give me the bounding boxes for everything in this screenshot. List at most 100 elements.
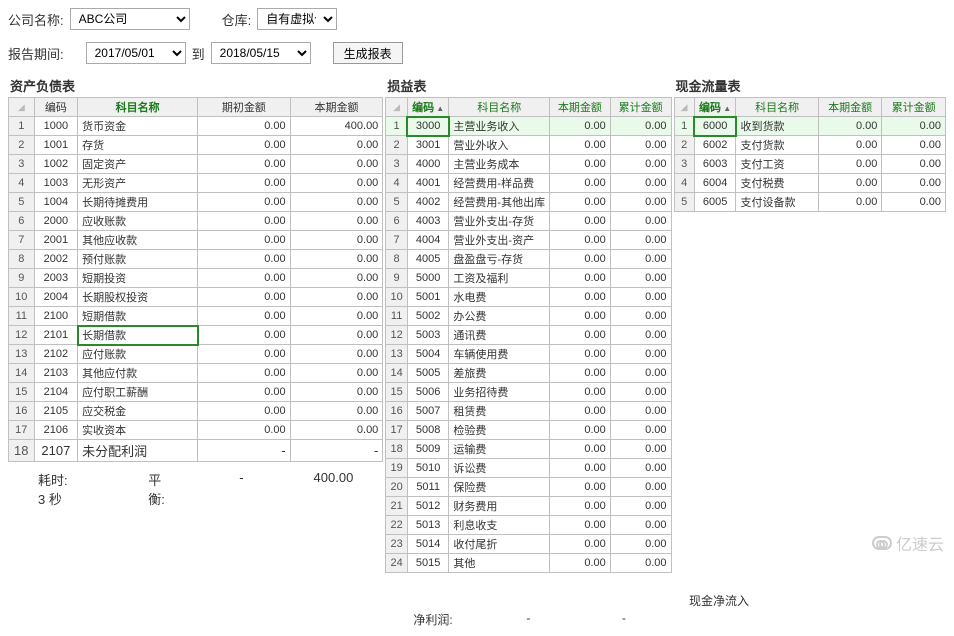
initial-amount-cell[interactable]: 0.00 <box>198 269 291 288</box>
code-cell[interactable]: 1001 <box>34 136 78 155</box>
name-cell[interactable]: 长期股权投资 <box>78 288 198 307</box>
rownum-cell[interactable]: 22 <box>386 516 408 535</box>
rownum-cell[interactable]: 16 <box>386 402 408 421</box>
rownum-header[interactable] <box>9 98 35 117</box>
table-row[interactable]: 36003支付工资0.000.00 <box>674 155 945 174</box>
current-amount-cell[interactable]: 0.00 <box>550 212 611 231</box>
current-amount-cell[interactable]: 0.00 <box>550 459 611 478</box>
rownum-cell[interactable]: 16 <box>9 402 35 421</box>
name-cell[interactable]: 应交税金 <box>78 402 198 421</box>
name-cell[interactable]: 经营费用-样品费 <box>449 174 550 193</box>
rownum-cell[interactable]: 9 <box>9 269 35 288</box>
code-cell[interactable]: 4004 <box>407 231 449 250</box>
rownum-cell[interactable]: 2 <box>386 136 408 155</box>
cumulative-amount-cell[interactable]: 0.00 <box>610 516 671 535</box>
cumulative-amount-cell[interactable]: 0.00 <box>610 269 671 288</box>
current-amount-cell[interactable]: 0.00 <box>290 155 383 174</box>
table-row[interactable]: 142103其他应付款0.000.00 <box>9 364 383 383</box>
name-cell[interactable]: 长期借款 <box>78 326 198 345</box>
cumulative-amount-cell[interactable]: 0.00 <box>610 459 671 478</box>
table-row[interactable]: 13000主营业务收入0.000.00 <box>386 117 671 136</box>
current-amount-cell[interactable]: 0.00 <box>550 174 611 193</box>
rownum-cell[interactable]: 11 <box>386 307 408 326</box>
name-cell[interactable]: 利息收支 <box>449 516 550 535</box>
cumulative-amount-cell[interactable]: 0.00 <box>610 364 671 383</box>
name-cell[interactable]: 支付税费 <box>736 174 818 193</box>
table-row[interactable]: 172106实收资本0.000.00 <box>9 421 383 440</box>
table-row[interactable]: 92003短期投资0.000.00 <box>9 269 383 288</box>
cumulative-amount-cell[interactable]: 0.00 <box>610 288 671 307</box>
col-name[interactable]: 科目名称 <box>449 98 550 117</box>
cumulative-amount-cell[interactable]: 0.00 <box>882 193 946 212</box>
table-row[interactable]: 175008检验费0.000.00 <box>386 421 671 440</box>
code-cell[interactable]: 2106 <box>34 421 78 440</box>
rownum-cell[interactable]: 2 <box>9 136 35 155</box>
balance-sheet-table[interactable]: 编码 科目名称 期初金额 本期金额 11000货币资金0.00400.00210… <box>8 97 383 462</box>
cumulative-amount-cell[interactable]: 0.00 <box>610 307 671 326</box>
current-amount-cell[interactable]: 0.00 <box>550 269 611 288</box>
table-row[interactable]: 23001营业外收入0.000.00 <box>386 136 671 155</box>
initial-amount-cell[interactable]: 0.00 <box>198 231 291 250</box>
col-cumulative-amount[interactable]: 累计金额 <box>882 98 946 117</box>
current-amount-cell[interactable]: 0.00 <box>290 326 383 345</box>
company-select[interactable]: ABC公司 <box>70 8 190 30</box>
rownum-cell[interactable]: 3 <box>9 155 35 174</box>
cumulative-amount-cell[interactable]: 0.00 <box>882 174 946 193</box>
col-code[interactable]: 编码 <box>34 98 78 117</box>
rownum-cell[interactable]: 10 <box>9 288 35 307</box>
current-amount-cell[interactable]: 0.00 <box>818 193 882 212</box>
cumulative-amount-cell[interactable]: 0.00 <box>610 250 671 269</box>
rownum-cell[interactable]: 10 <box>386 288 408 307</box>
rownum-cell[interactable]: 3 <box>386 155 408 174</box>
income-statement-table[interactable]: 编码 科目名称 本期金额 累计金额 13000主营业务收入0.000.00230… <box>385 97 671 573</box>
rownum-cell[interactable]: 8 <box>9 250 35 269</box>
rownum-cell[interactable]: 18 <box>386 440 408 459</box>
code-cell[interactable]: 5005 <box>407 364 449 383</box>
current-amount-cell[interactable]: 0.00 <box>290 383 383 402</box>
cumulative-amount-cell[interactable]: 0.00 <box>610 193 671 212</box>
name-cell[interactable]: 营业外支出-资产 <box>449 231 550 250</box>
name-cell[interactable]: 长期待摊费用 <box>78 193 198 212</box>
current-amount-cell[interactable]: 0.00 <box>290 421 383 440</box>
initial-amount-cell[interactable]: 0.00 <box>198 345 291 364</box>
code-cell[interactable]: 5012 <box>407 497 449 516</box>
rownum-cell[interactable]: 20 <box>386 478 408 497</box>
rownum-cell[interactable]: 11 <box>9 307 35 326</box>
table-row[interactable]: 56005支付设备款0.000.00 <box>674 193 945 212</box>
cumulative-amount-cell[interactable]: 0.00 <box>610 554 671 573</box>
warehouse-select[interactable]: 自有虚拟仓 <box>257 8 337 30</box>
name-cell[interactable]: 应收账款 <box>78 212 198 231</box>
rownum-cell[interactable]: 23 <box>386 535 408 554</box>
code-cell[interactable]: 6003 <box>694 155 736 174</box>
table-row[interactable]: 95000工资及福利0.000.00 <box>386 269 671 288</box>
current-amount-cell[interactable]: 0.00 <box>550 364 611 383</box>
rownum-cell[interactable]: 13 <box>9 345 35 364</box>
rownum-cell[interactable]: 17 <box>386 421 408 440</box>
col-current-amount[interactable]: 本期金额 <box>290 98 383 117</box>
current-amount-cell[interactable]: 0.00 <box>290 231 383 250</box>
name-cell[interactable]: 应付职工薪酬 <box>78 383 198 402</box>
col-name[interactable]: 科目名称 <box>736 98 818 117</box>
code-cell[interactable]: 2105 <box>34 402 78 421</box>
current-amount-cell[interactable]: 0.00 <box>550 516 611 535</box>
name-cell[interactable]: 收付尾折 <box>449 535 550 554</box>
name-cell[interactable]: 办公费 <box>449 307 550 326</box>
generate-report-button[interactable]: 生成报表 <box>333 42 403 64</box>
name-cell[interactable]: 收到货款 <box>736 117 818 136</box>
code-cell[interactable]: 5006 <box>407 383 449 402</box>
current-amount-cell[interactable]: 0.00 <box>818 117 882 136</box>
table-row[interactable]: 16000收到货款0.000.00 <box>674 117 945 136</box>
table-row[interactable]: 205011保险费0.000.00 <box>386 478 671 497</box>
cumulative-amount-cell[interactable]: 0.00 <box>882 117 946 136</box>
col-current-amount[interactable]: 本期金额 <box>818 98 882 117</box>
table-row[interactable]: 245015其他0.000.00 <box>386 554 671 573</box>
code-cell[interactable]: 4002 <box>407 193 449 212</box>
current-amount-cell[interactable]: 0.00 <box>290 193 383 212</box>
rownum-cell[interactable]: 2 <box>674 136 694 155</box>
name-cell[interactable]: 水电费 <box>449 288 550 307</box>
cumulative-amount-cell[interactable]: 0.00 <box>882 155 946 174</box>
code-cell[interactable]: 5010 <box>407 459 449 478</box>
current-amount-cell[interactable]: 0.00 <box>550 326 611 345</box>
name-cell[interactable]: 主营业务成本 <box>449 155 550 174</box>
cumulative-amount-cell[interactable]: 0.00 <box>610 478 671 497</box>
